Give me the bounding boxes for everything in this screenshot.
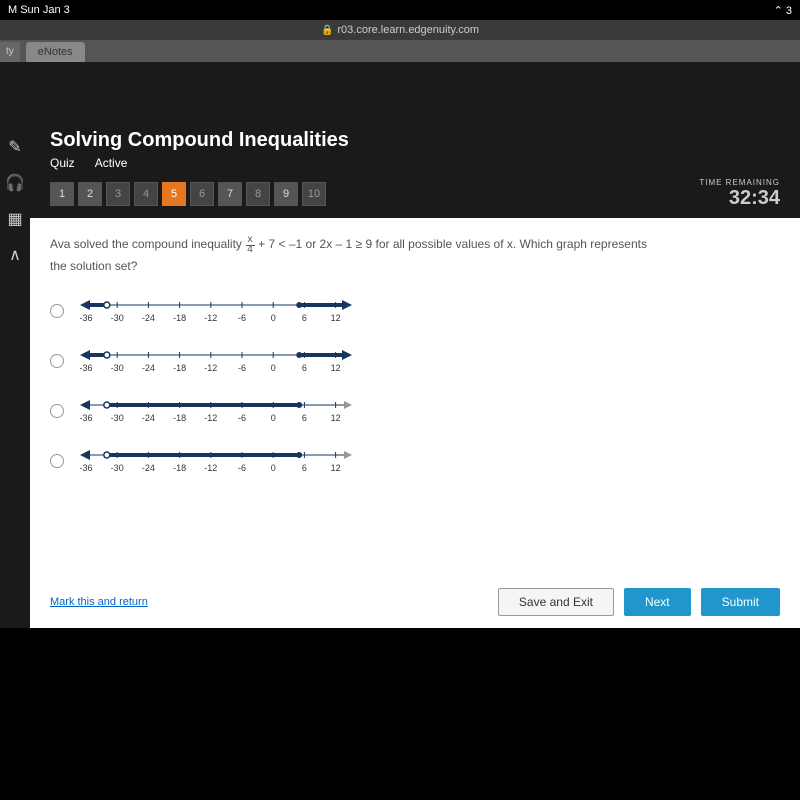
options: -36 -30 -24 -18 -12 -6 0 6 12 -36 -30 -24 -18 -12 -6 0 6…: [50, 293, 780, 479]
up-icon[interactable]: ∧: [9, 245, 21, 265]
button-group: Save and Exit Next Submit: [498, 588, 780, 616]
svg-text:-12: -12: [204, 463, 217, 473]
timer-label: TIME REMAINING: [699, 178, 780, 187]
question-num-3[interactable]: 3: [106, 182, 130, 206]
url-bar[interactable]: 🔒 r03.core.learn.edgenuity.com: [0, 20, 800, 40]
question-nums: 12345678910: [50, 182, 326, 206]
svg-text:-30: -30: [111, 313, 124, 323]
svg-text:-30: -30: [111, 363, 124, 373]
question-num-7[interactable]: 7: [218, 182, 242, 206]
mark-link[interactable]: Mark this and return: [50, 596, 148, 608]
svg-text:-24: -24: [142, 313, 155, 323]
quiz-header: Solving Compound Inequalities Quiz Activ…: [30, 117, 800, 218]
status-left: M Sun Jan 3: [8, 4, 70, 16]
question-num-6[interactable]: 6: [190, 182, 214, 206]
main-container: ✎ 🎧 ▦ ∧ Solving Compound Inequalities Qu…: [0, 117, 800, 628]
svg-text:-18: -18: [173, 313, 186, 323]
left-toolbar: ✎ 🎧 ▦ ∧: [0, 117, 30, 628]
svg-text:-6: -6: [238, 313, 246, 323]
headphones-icon[interactable]: 🎧: [5, 173, 25, 193]
wifi-icon: ⌃: [774, 5, 783, 17]
lock-icon: 🔒: [321, 25, 333, 36]
svg-text:-30: -30: [111, 413, 124, 423]
svg-text:-6: -6: [238, 363, 246, 373]
svg-text:12: 12: [331, 413, 341, 423]
svg-text:-18: -18: [173, 363, 186, 373]
question-num-9[interactable]: 9: [274, 182, 298, 206]
svg-text:6: 6: [302, 363, 307, 373]
option-2[interactable]: -36 -30 -24 -18 -12 -6 0 6 12: [50, 343, 780, 379]
question-text: Ava solved the compound inequality x 4 +…: [50, 234, 780, 277]
option-3[interactable]: -36 -30 -24 -18 -12 -6 0 6 12: [50, 393, 780, 429]
numberline-3: -36 -30 -24 -18 -12 -6 0 6 12: [76, 393, 356, 429]
quiz-subtitle: Quiz Active: [50, 156, 780, 170]
question-panel: Ava solved the compound inequality x 4 +…: [30, 218, 800, 628]
quiz-type: Quiz: [50, 156, 75, 170]
svg-text:0: 0: [271, 313, 276, 323]
radio-2[interactable]: [50, 354, 64, 368]
fraction: x 4: [245, 235, 255, 255]
question-num-10[interactable]: 10: [302, 182, 326, 206]
quiz-title: Solving Compound Inequalities: [50, 129, 780, 152]
radio-1[interactable]: [50, 304, 64, 318]
svg-text:6: 6: [302, 463, 307, 473]
svg-text:-36: -36: [79, 363, 92, 373]
timer-value: 32:34: [699, 187, 780, 210]
quiz-state: Active: [95, 156, 128, 170]
svg-text:-36: -36: [79, 313, 92, 323]
radio-4[interactable]: [50, 454, 64, 468]
question-num-5[interactable]: 5: [162, 182, 186, 206]
numberline-4: -36 -30 -24 -18 -12 -6 0 6 12: [76, 443, 356, 479]
question-num-2[interactable]: 2: [78, 182, 102, 206]
svg-text:-24: -24: [142, 463, 155, 473]
svg-text:-36: -36: [79, 463, 92, 473]
radio-3[interactable]: [50, 404, 64, 418]
quiz-nav: 12345678910 TIME REMAINING 32:34: [50, 178, 780, 210]
tab-enotes[interactable]: eNotes: [26, 42, 85, 62]
svg-text:-6: -6: [238, 463, 246, 473]
svg-text:12: 12: [331, 363, 341, 373]
question-num-4[interactable]: 4: [134, 182, 158, 206]
tab-bar: ty eNotes: [0, 40, 800, 62]
status-bar: M Sun Jan 3 ⌃ 3: [0, 0, 800, 20]
svg-text:12: 12: [331, 463, 341, 473]
svg-text:12: 12: [331, 313, 341, 323]
svg-text:-12: -12: [204, 363, 217, 373]
svg-text:6: 6: [302, 313, 307, 323]
submit-button[interactable]: Submit: [701, 588, 780, 616]
numberline-2: -36 -30 -24 -18 -12 -6 0 6 12: [76, 343, 356, 379]
numberline-1: -36 -30 -24 -18 -12 -6 0 6 12: [76, 293, 356, 329]
calculator-icon[interactable]: ▦: [7, 209, 22, 229]
timer: TIME REMAINING 32:34: [699, 178, 780, 210]
svg-text:-6: -6: [238, 413, 246, 423]
svg-text:0: 0: [271, 413, 276, 423]
bottom-bar: Mark this and return Save and Exit Next …: [50, 588, 780, 616]
status-right: ⌃ 3: [774, 4, 792, 17]
svg-text:-24: -24: [142, 363, 155, 373]
svg-text:-12: -12: [204, 313, 217, 323]
svg-text:-30: -30: [111, 463, 124, 473]
svg-text:0: 0: [271, 363, 276, 373]
question-num-1[interactable]: 1: [50, 182, 74, 206]
save-button[interactable]: Save and Exit: [498, 588, 614, 616]
option-1[interactable]: -36 -30 -24 -18 -12 -6 0 6 12: [50, 293, 780, 329]
svg-text:0: 0: [271, 463, 276, 473]
next-button[interactable]: Next: [624, 588, 691, 616]
svg-text:-36: -36: [79, 413, 92, 423]
pencil-icon[interactable]: ✎: [8, 137, 21, 157]
content-area: Solving Compound Inequalities Quiz Activ…: [30, 117, 800, 628]
option-4[interactable]: -36 -30 -24 -18 -12 -6 0 6 12: [50, 443, 780, 479]
spacer: [0, 62, 800, 117]
url-text: r03.core.learn.edgenuity.com: [337, 24, 479, 36]
svg-text:-12: -12: [204, 413, 217, 423]
svg-text:-18: -18: [173, 413, 186, 423]
svg-text:-24: -24: [142, 413, 155, 423]
tab-prefix: ty: [0, 42, 20, 62]
question-num-8[interactable]: 8: [246, 182, 270, 206]
svg-text:-18: -18: [173, 463, 186, 473]
svg-text:6: 6: [302, 413, 307, 423]
